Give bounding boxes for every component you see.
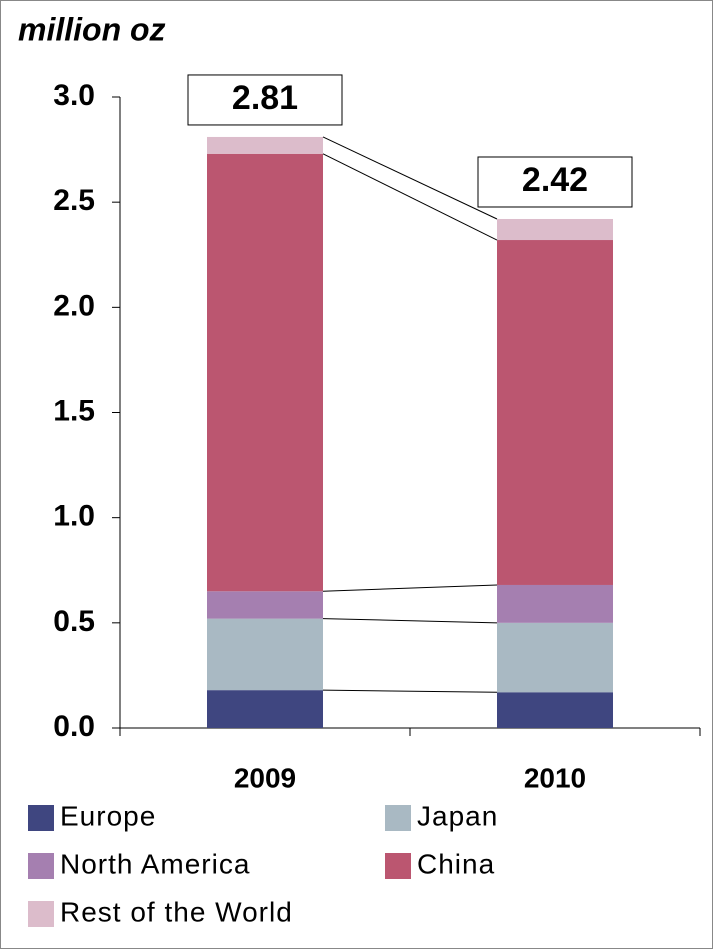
y-tick-label: 0.0 xyxy=(53,710,95,743)
total-box xyxy=(477,156,633,208)
bar-segment xyxy=(497,584,613,623)
y-tick-label: 1.5 xyxy=(53,394,95,427)
legend-swatch xyxy=(385,805,411,831)
y-tick-label: 2.0 xyxy=(53,289,95,322)
legend-label: North America xyxy=(60,848,250,879)
connector-line xyxy=(322,136,498,220)
legend-swatch xyxy=(28,805,54,831)
connector-line xyxy=(322,584,498,592)
bar-segment xyxy=(207,153,323,592)
legend-swatch xyxy=(385,853,411,879)
total-box xyxy=(187,74,343,126)
x-tick-label: 2009 xyxy=(234,762,296,793)
bar-segment xyxy=(497,692,613,728)
legend-label: China xyxy=(417,848,495,879)
y-tick-label: 1.0 xyxy=(53,500,95,533)
y-tick-label: 2.5 xyxy=(53,184,95,217)
bar-segment xyxy=(497,240,613,585)
bar-segment xyxy=(207,591,323,619)
bar-segment xyxy=(497,622,613,693)
bar-segment xyxy=(207,618,323,691)
connector-line xyxy=(322,618,498,624)
legend-swatch xyxy=(28,853,54,879)
y-tick-label: 3.0 xyxy=(53,79,95,112)
bar-segment xyxy=(207,136,323,154)
x-tick-label: 2010 xyxy=(524,762,586,793)
legend-label: Europe xyxy=(60,800,156,831)
legend-label: Japan xyxy=(417,800,498,831)
chart-title: million oz xyxy=(18,11,166,47)
total-label: 2.81 xyxy=(232,79,298,117)
total-label: 2.42 xyxy=(522,161,588,199)
connector-line xyxy=(322,153,498,241)
bar-segment xyxy=(207,690,323,728)
legend-swatch xyxy=(28,901,54,927)
bar-segment xyxy=(497,218,613,241)
y-tick-label: 0.5 xyxy=(53,605,95,638)
connector-line xyxy=(322,689,498,693)
legend-label: Rest of the World xyxy=(60,896,293,927)
